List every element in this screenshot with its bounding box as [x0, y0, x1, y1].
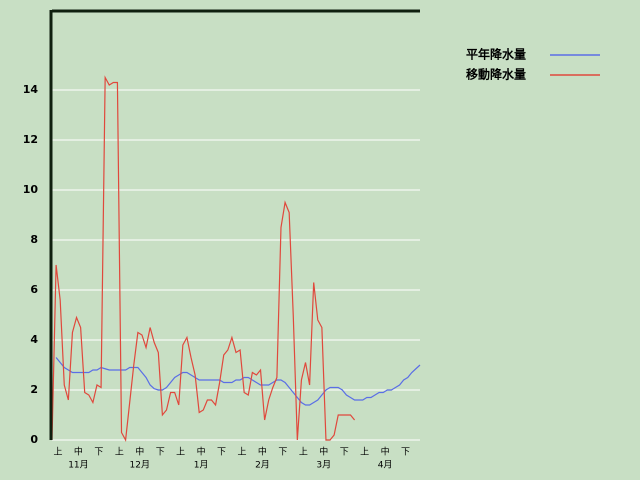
month-label: 2月 [255, 460, 270, 471]
y-tick-label: 8 [30, 233, 38, 246]
labels: 02468101214上中下上中下上中下上中下上中下上中下11月 12月 1月 2月 3… [23, 83, 410, 471]
lines [51, 75, 421, 442]
x-tick-label: 上 [176, 447, 185, 458]
x-tick-label: 下 [340, 448, 349, 458]
x-tick-label: 下 [217, 448, 226, 458]
x-tick-label: 下 [278, 448, 287, 458]
month-label: 11月 [68, 460, 88, 471]
x-tick-label: 上 [299, 447, 308, 458]
x-tick-label: 中 [135, 446, 144, 458]
x-tick-label: 上 [360, 447, 369, 458]
x-tick-label: 下 [401, 448, 410, 458]
x-tick-label: 上 [53, 447, 62, 458]
month-label: 3月 [316, 460, 331, 471]
x-tick-label: 上 [237, 447, 246, 458]
legend-label: 平年降水量 [466, 47, 526, 62]
grid [52, 89, 420, 441]
y-tick-label: 0 [30, 433, 38, 446]
series-line [55, 357, 421, 406]
y-tick-label: 10 [23, 183, 39, 196]
x-tick-label: 中 [319, 446, 328, 458]
series-line [51, 75, 356, 442]
x-tick-label: 中 [258, 446, 267, 458]
x-tick-label: 下 [94, 448, 103, 458]
y-tick-label: 6 [30, 283, 38, 296]
x-tick-label: 中 [381, 446, 390, 458]
y-tick-label: 14 [23, 83, 39, 96]
legend-label: 移動降水量 [466, 67, 526, 82]
x-tick-label: 上 [115, 447, 124, 458]
month-label: 4月 [378, 460, 393, 471]
x-tick-label: 下 [156, 448, 165, 458]
x-tick-label: 中 [197, 446, 206, 458]
y-tick-label: 4 [30, 333, 38, 346]
month-label: 1月 [194, 460, 209, 471]
x-tick-label: 中 [74, 446, 83, 458]
month-label: 12月 [130, 460, 150, 471]
y-tick-label: 2 [30, 383, 38, 396]
y-tick-label: 12 [23, 133, 38, 146]
